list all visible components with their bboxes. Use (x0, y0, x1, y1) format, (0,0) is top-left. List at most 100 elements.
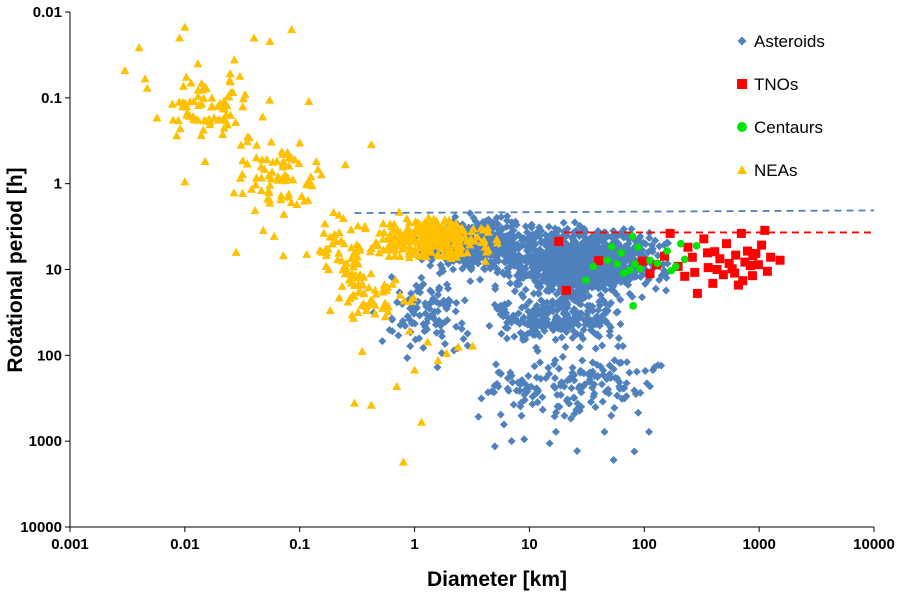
data-point (223, 92, 233, 101)
data-point (663, 247, 671, 255)
data-point (550, 374, 559, 383)
data-point (647, 245, 656, 254)
data-point (745, 261, 755, 271)
legend-marker (737, 36, 747, 46)
data-point (592, 312, 601, 321)
data-point (278, 149, 288, 158)
x-tick-label: 1 (410, 536, 418, 553)
legend: Asteroids TNOs Centaurs NEAs (737, 32, 825, 180)
data-point (204, 114, 214, 123)
data-point (287, 25, 297, 34)
data-point (708, 278, 718, 288)
data-point (507, 437, 516, 446)
data-point (404, 236, 414, 246)
data-point (425, 245, 435, 254)
data-point (599, 370, 608, 379)
legend-item-asteroids: Asteroids (737, 32, 825, 51)
data-point (423, 302, 432, 311)
data-point (387, 314, 396, 323)
data-point (580, 293, 589, 302)
data-point (512, 386, 521, 395)
data-point (574, 251, 583, 260)
data-point (215, 115, 225, 124)
data-point (359, 288, 369, 298)
data-point (762, 266, 772, 276)
data-point (365, 247, 375, 256)
data-point (350, 398, 360, 407)
data-point (702, 248, 712, 258)
data-point (553, 266, 562, 275)
data-point (604, 389, 613, 398)
x-tick-label: 0.001 (51, 536, 89, 553)
data-point (677, 239, 685, 248)
data-point (530, 362, 539, 371)
data-point (236, 140, 246, 149)
data-point (520, 318, 529, 327)
data-point (502, 308, 511, 317)
data-point (468, 341, 478, 350)
data-point (422, 218, 432, 227)
data-point (186, 78, 196, 87)
data-point (480, 265, 489, 274)
data-point (226, 110, 236, 119)
data-point (544, 222, 553, 231)
data-point (439, 240, 449, 249)
data-point (444, 295, 453, 304)
data-point (603, 306, 612, 315)
data-point (449, 265, 458, 274)
data-point (266, 174, 276, 183)
data-point (572, 240, 581, 249)
data-point (433, 307, 442, 316)
data-point (506, 368, 515, 377)
data-point (615, 378, 624, 387)
data-point (559, 218, 568, 227)
data-point (412, 237, 422, 246)
data-point (410, 365, 420, 374)
data-point (609, 265, 618, 274)
data-point (493, 268, 502, 277)
data-point (624, 254, 633, 263)
data-point (256, 173, 266, 182)
data-point (429, 294, 438, 303)
x-tick-label: 100 (632, 536, 657, 553)
data-point (484, 388, 493, 397)
data-point (588, 306, 597, 315)
x-axis-title: Diameter [km] (427, 568, 567, 591)
data-point (607, 411, 616, 420)
data-point (569, 327, 578, 336)
data-point (419, 231, 429, 240)
data-point (419, 243, 429, 252)
data-point (225, 75, 235, 84)
data-point (223, 120, 233, 129)
data-point (251, 180, 261, 189)
data-point (551, 335, 560, 344)
dashed-reference-line (354, 209, 875, 214)
data-point (496, 369, 505, 378)
data-point (551, 427, 560, 436)
data-point (352, 252, 362, 261)
data-point (537, 226, 546, 235)
data-point (479, 237, 489, 246)
data-point (432, 328, 441, 337)
x-tick-label: 10 (521, 536, 538, 553)
data-point (600, 427, 609, 436)
data-point (611, 279, 620, 288)
data-point (428, 226, 438, 235)
data-point (523, 387, 532, 396)
data-point (598, 312, 607, 321)
data-point (393, 298, 402, 307)
data-point (218, 129, 228, 138)
data-point (566, 414, 575, 423)
data-point (338, 213, 348, 223)
data-point (358, 280, 368, 289)
data-point (535, 264, 544, 273)
data-point (415, 334, 424, 343)
data-point (730, 268, 740, 278)
legend-item-tnos: TNOs (737, 75, 798, 94)
data-point (580, 224, 589, 233)
data-point (225, 69, 235, 78)
data-point (175, 124, 185, 133)
data-point (646, 256, 654, 265)
data-point (435, 230, 445, 239)
x-tick-label: 10000 (853, 536, 895, 553)
